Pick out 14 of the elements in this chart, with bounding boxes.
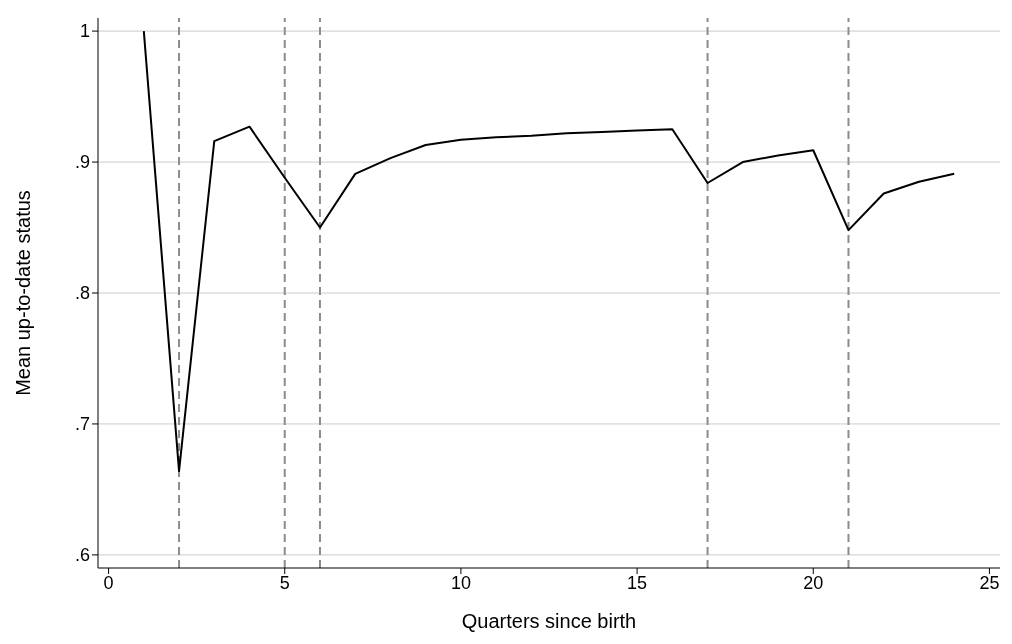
- x-tick-label: 20: [803, 572, 824, 593]
- x-axis-title: Quarters since birth: [461, 610, 637, 632]
- x-tick-label: 25: [979, 572, 1000, 593]
- y-tick-label: .9: [74, 152, 90, 173]
- y-tick-label: .8: [74, 283, 90, 304]
- x-tick-label: 10: [450, 572, 471, 593]
- y-tick-label: .7: [74, 414, 90, 435]
- y-tick-label: 1: [79, 21, 90, 42]
- y-tick-label: .6: [74, 545, 90, 566]
- x-tick-label: 0: [103, 572, 114, 593]
- x-tick-label: 5: [279, 572, 290, 593]
- y-axis-title: Mean up-to-date status: [12, 190, 35, 396]
- line-series: [142, 30, 956, 473]
- x-tick-label: 15: [627, 572, 648, 593]
